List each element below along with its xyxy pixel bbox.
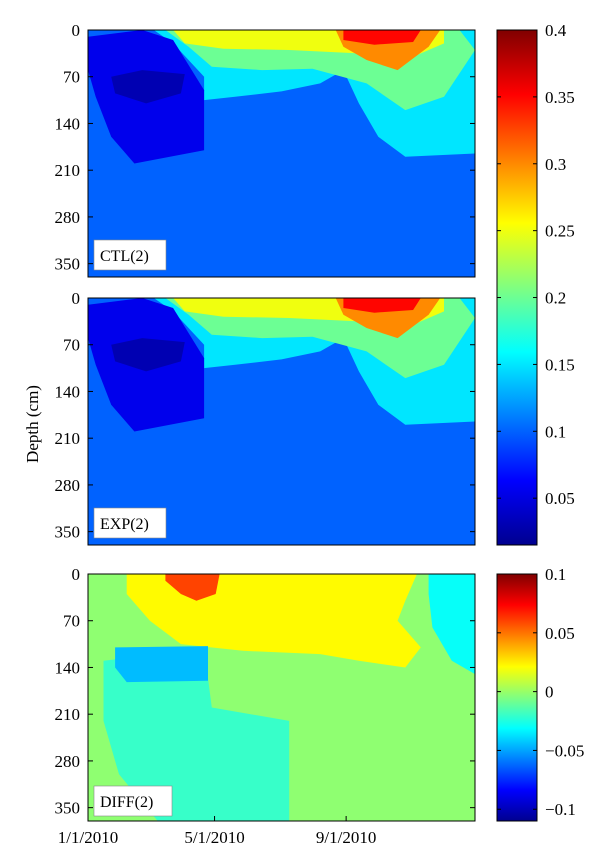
heatmap-region-driest-core <box>111 70 185 104</box>
colorbar-tick-label: 0.3 <box>545 155 566 174</box>
heatmap-region-core <box>343 298 421 313</box>
y-tick-label: 280 <box>55 208 81 227</box>
y-tick-label: 350 <box>55 255 81 274</box>
colorbar-ctl <box>496 29 538 546</box>
x-tick-label: 1/1/2010 <box>58 828 118 847</box>
colorbar-tick-label: 0.1 <box>545 565 566 584</box>
colorbar-tick-label: 0.35 <box>545 88 575 107</box>
y-tick-label: 0 <box>72 289 81 308</box>
colorbar-tick-label: 0.05 <box>545 624 575 643</box>
x-tick-label: 9/1/2010 <box>316 828 376 847</box>
panel-exp: 0 70 140 210 280 350 EXP(2) <box>55 289 476 546</box>
colorbar-tick-label: −0.05 <box>545 741 584 760</box>
y-tick-label: 210 <box>55 429 81 448</box>
heatmap-region-surface-spikes <box>165 574 220 601</box>
panel-ctl: 0 70 140 210 280 350 CTL(2) 0.4 0.35 0.3 0.25 0.2… <box>55 21 575 546</box>
panel-diff: 0 70 140 210 280 350 1/1/2010 5/1/2010 9/1/2010… <box>55 565 585 847</box>
heatmap-region-driest-core <box>111 338 185 372</box>
plot-frame-exp <box>87 297 476 546</box>
colorbar-tick-label: 0.25 <box>545 222 575 241</box>
y-tick-label: 0 <box>72 565 81 584</box>
colorbar-tick-label: 0 <box>545 683 554 702</box>
y-tick-label: 350 <box>55 799 81 818</box>
colorbar-tick-label: 0.2 <box>545 289 566 308</box>
plot-frame-diff <box>87 573 476 822</box>
panel-label-exp: EXP(2) <box>93 507 167 539</box>
y-tick-label: 350 <box>55 523 81 542</box>
y-tick-label: 140 <box>55 382 81 401</box>
y-tick-label: 70 <box>63 612 80 631</box>
plot-frame-ctl <box>87 29 476 278</box>
panel-label-text-diff: DIFF(2) <box>100 794 153 811</box>
panel-label-diff: DIFF(2) <box>93 785 173 817</box>
heatmap-region-right-edge-negative <box>428 574 475 675</box>
panel-label-ctl: CTL(2) <box>93 239 167 271</box>
colorbar-tick-label: 0.4 <box>545 21 567 40</box>
colorbar-diff <box>496 573 538 822</box>
colorbar-tick-label: 0.05 <box>545 489 575 508</box>
x-tick-label: 5/1/2010 <box>184 828 244 847</box>
heatmap-region-core <box>343 30 421 45</box>
y-tick-label: 280 <box>55 752 81 771</box>
y-tick-label: 280 <box>55 476 81 495</box>
y-tick-label: 70 <box>63 68 80 87</box>
colorbar-tick-label: 0.15 <box>545 355 575 374</box>
y-tick-label: 140 <box>55 658 81 677</box>
y-tick-label: 140 <box>55 114 81 133</box>
panel-label-text-ctl: CTL(2) <box>100 248 149 265</box>
y-axis-label: Depth (cm) <box>23 385 42 463</box>
y-tick-label: 210 <box>55 705 81 724</box>
colorbar-tick-label: 0.1 <box>545 422 566 441</box>
panel-label-text-exp: EXP(2) <box>100 516 149 533</box>
y-tick-label: 70 <box>63 336 80 355</box>
colorbar-tick-label: −0.1 <box>545 800 576 819</box>
heatmap-region-negative-pocket <box>115 646 208 683</box>
y-tick-label: 210 <box>55 161 81 180</box>
y-tick-label: 0 <box>72 21 81 40</box>
heatmap-region-negative-lower-block <box>103 648 290 821</box>
